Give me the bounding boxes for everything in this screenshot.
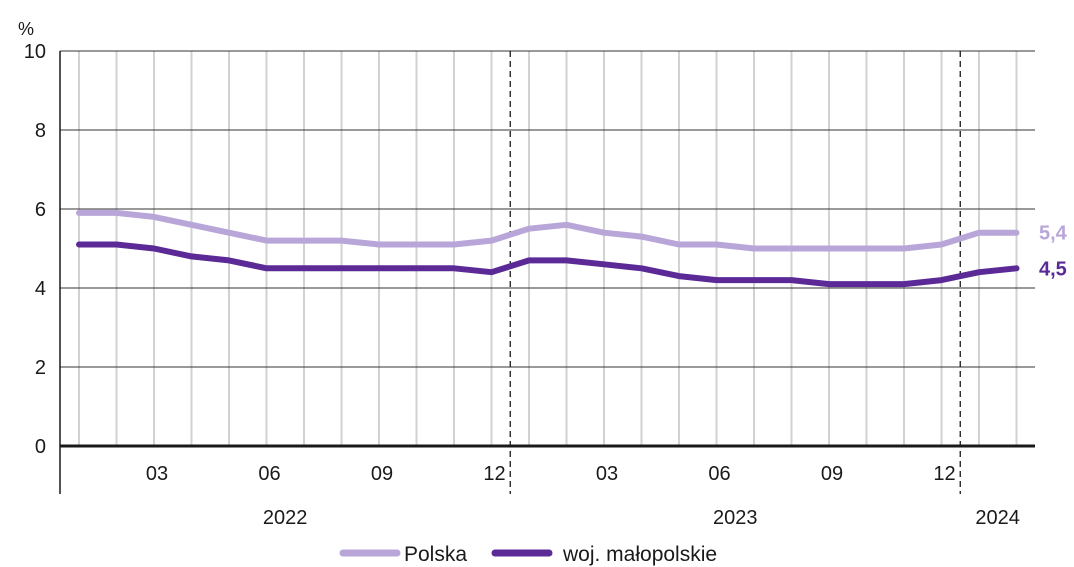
- y-tick-label: 8: [35, 120, 46, 142]
- y-tick-label: 2: [35, 357, 46, 379]
- y-tick-label: 6: [35, 199, 46, 221]
- series-line-1: [76, 241, 1020, 288]
- year-label: 2022: [263, 507, 308, 529]
- legend-label: woj. małopolskie: [562, 543, 717, 566]
- y-tick-label: 10: [24, 41, 46, 63]
- series-line-0: [76, 209, 1020, 252]
- x-tick-label: 06: [258, 463, 280, 485]
- x-tick-label: 03: [596, 463, 618, 485]
- x-tick-label: 03: [146, 463, 168, 485]
- series-end-label: 4,5: [1039, 258, 1067, 280]
- x-tick-label: 12: [483, 463, 505, 485]
- x-tick-label: 09: [371, 463, 393, 485]
- year-label: 2023: [713, 507, 758, 529]
- y-tick-label: 4: [35, 278, 46, 300]
- series-end-label: 5,4: [1039, 223, 1068, 245]
- y-tick-label: 0: [35, 436, 46, 458]
- x-tick-label: 09: [821, 463, 843, 485]
- year-label: 2024: [975, 507, 1020, 529]
- y-unit-label: %: [18, 19, 34, 39]
- x-tick-label: 12: [933, 463, 955, 485]
- x-tick-label: 06: [708, 463, 730, 485]
- legend-label: Polska: [404, 543, 467, 566]
